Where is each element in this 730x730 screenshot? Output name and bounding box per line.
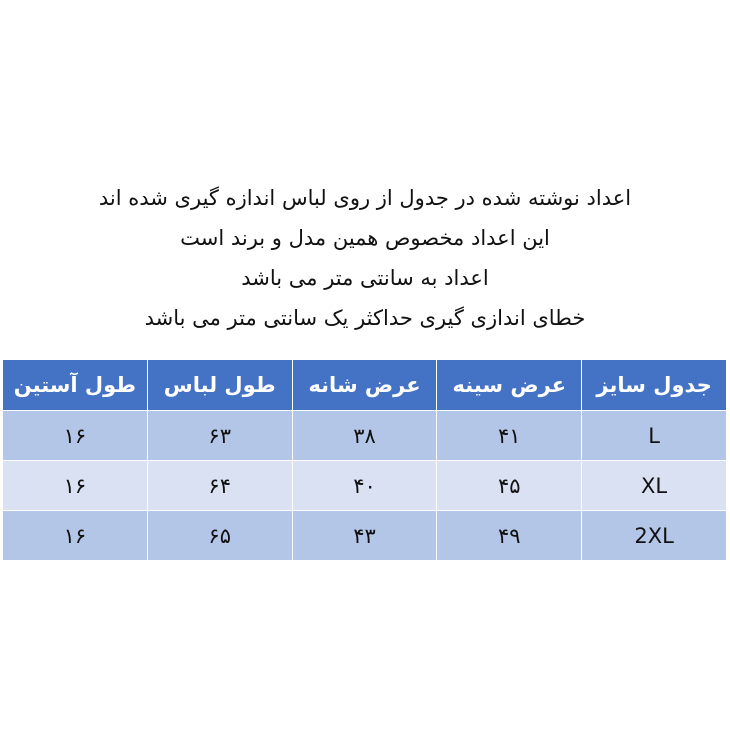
note-line: اعداد به سانتی متر می باشد [241, 266, 489, 290]
cell-shoulder: ۴۰ [291, 460, 438, 511]
header-length: طول لباس [146, 359, 293, 411]
cell-length: ۶۵ [146, 510, 293, 561]
table-row: XL ۴۵ ۴۰ ۶۴ ۱۶ [2, 460, 727, 511]
cell-sleeve: ۱۶ [2, 510, 148, 561]
cell-size: L [581, 410, 727, 461]
table-row: L ۴۱ ۳۸ ۶۳ ۱۶ [2, 410, 727, 461]
cell-chest: ۴۵ [436, 460, 583, 511]
header-size: جدول سایز [581, 359, 727, 411]
cell-size: XL [581, 460, 727, 511]
size-table: جدول سایز عرض سینه عرض شانه طول لباس طول… [2, 359, 727, 561]
cell-chest: ۴۱ [436, 410, 583, 461]
cell-size: 2XL [581, 510, 727, 561]
cell-length: ۶۳ [146, 410, 293, 461]
table-row: 2XL ۴۹ ۴۳ ۶۵ ۱۶ [2, 510, 727, 561]
cell-sleeve: ۱۶ [2, 460, 148, 511]
cell-sleeve: ۱۶ [2, 410, 148, 461]
cell-shoulder: ۴۳ [291, 510, 438, 561]
note-line: خطای اندازی گیری حداکثر یک سانتی متر می … [144, 306, 586, 330]
cell-shoulder: ۳۸ [291, 410, 438, 461]
header-sleeve-length: طول آستین [2, 359, 148, 411]
cell-chest: ۴۹ [436, 510, 583, 561]
header-chest-width: عرض سینه [436, 359, 583, 411]
table-header-row: جدول سایز عرض سینه عرض شانه طول لباس طول… [2, 359, 727, 411]
cell-length: ۶۴ [146, 460, 293, 511]
note-line: اعداد نوشته شده در جدول از روی لباس اندا… [98, 186, 632, 210]
measurement-notes: اعداد نوشته شده در جدول از روی لباس اندا… [0, 178, 730, 338]
header-shoulder-width: عرض شانه [291, 359, 438, 411]
note-line: این اعداد مخصوص همین مدل و برند است [180, 226, 550, 250]
